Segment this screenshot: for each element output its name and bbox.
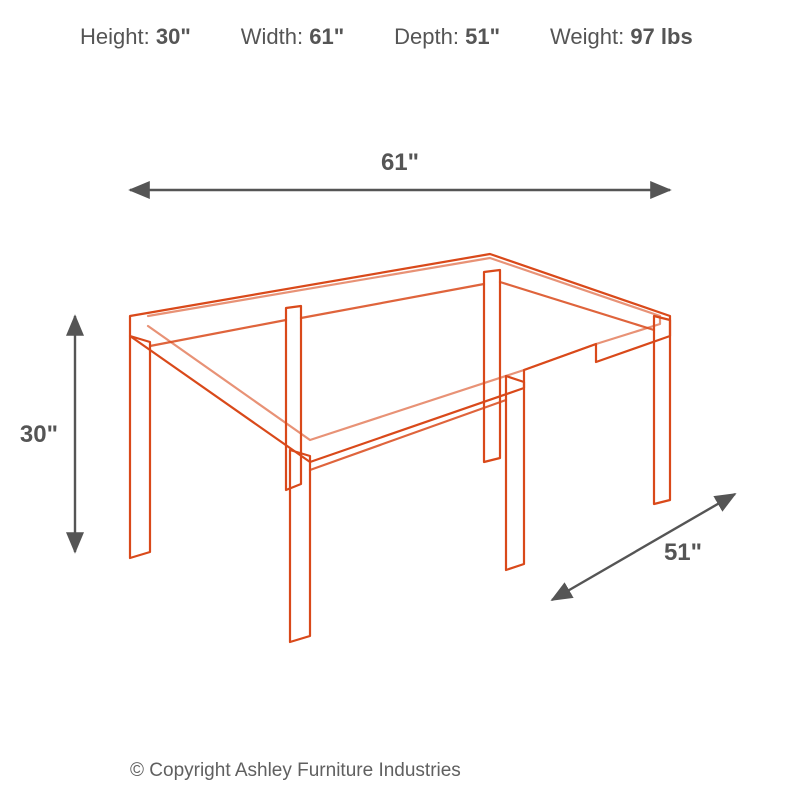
desk-leg-front-right [506, 376, 524, 570]
desk-diagram-svg: 61" 30" 51" [0, 0, 800, 800]
dimension-arrows [75, 190, 735, 600]
depth-dimension-arrow [552, 494, 735, 600]
desk-top-outer [130, 254, 670, 462]
depth-dimension-label: 51" [664, 539, 702, 566]
desk-leg-back-right [654, 316, 670, 504]
apron-line [301, 284, 484, 318]
desk-leg-back-left [286, 306, 301, 490]
copyright-text: © Copyright Ashley Furniture Industries [130, 760, 461, 782]
width-dimension-label: 61" [381, 149, 419, 176]
desk-drawing [130, 254, 670, 642]
height-dimension-label: 30" [20, 421, 58, 448]
apron-line [150, 320, 286, 346]
desk-leg-back-mid [484, 270, 500, 462]
desk-legs [130, 270, 670, 642]
desk-leg-front-left [130, 336, 150, 558]
apron-line [310, 400, 506, 470]
